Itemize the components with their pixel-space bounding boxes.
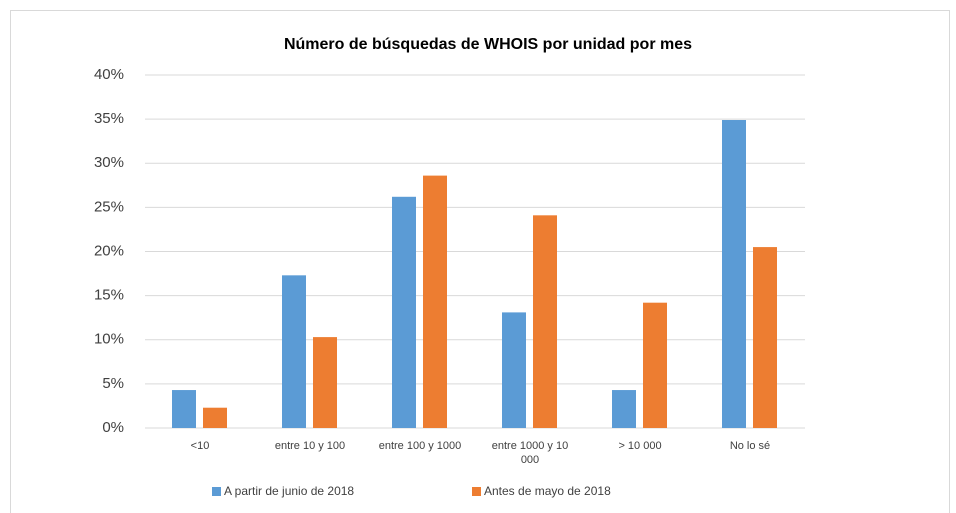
- x-tick-label: <10: [190, 440, 210, 452]
- legend-swatch: [472, 487, 481, 496]
- y-tick-label: 15%: [94, 287, 124, 304]
- y-tick-label: 25%: [94, 198, 124, 215]
- x-tick-label: entre 10 y 100: [274, 440, 346, 452]
- x-tick-label: entre 1000 y 10 000: [491, 440, 569, 466]
- bar: [313, 337, 337, 428]
- bar: [203, 407, 227, 428]
- x-tick-label: > 10 000: [618, 440, 662, 452]
- bar: [643, 302, 667, 428]
- bar: [392, 196, 416, 428]
- bar: [753, 247, 777, 428]
- legend-label: A partir de junio de 2018: [224, 484, 354, 498]
- chart-title: Número de búsquedas de WHOIS por unidad …: [284, 36, 692, 53]
- legend-swatch: [212, 487, 221, 496]
- y-tick-label: 5%: [102, 375, 124, 392]
- y-tick-label: 20%: [94, 242, 124, 259]
- bar: [722, 120, 746, 428]
- legend-label: Antes de mayo de 2018: [484, 484, 611, 498]
- bar: [282, 275, 306, 428]
- y-tick-label: 35%: [94, 110, 124, 127]
- bar: [533, 215, 557, 428]
- bar: [172, 390, 196, 428]
- y-tick-label: 0%: [102, 419, 124, 436]
- x-tick-label: entre 100 y 1000: [378, 440, 462, 452]
- x-tick-label: No lo sé: [729, 440, 771, 452]
- y-tick-label: 30%: [94, 154, 124, 171]
- bar: [423, 175, 447, 428]
- chart-frame: [10, 10, 950, 513]
- bar: [502, 312, 526, 428]
- y-tick-label: 10%: [94, 331, 124, 348]
- y-tick-label: 40%: [94, 66, 124, 83]
- bar: [612, 390, 636, 428]
